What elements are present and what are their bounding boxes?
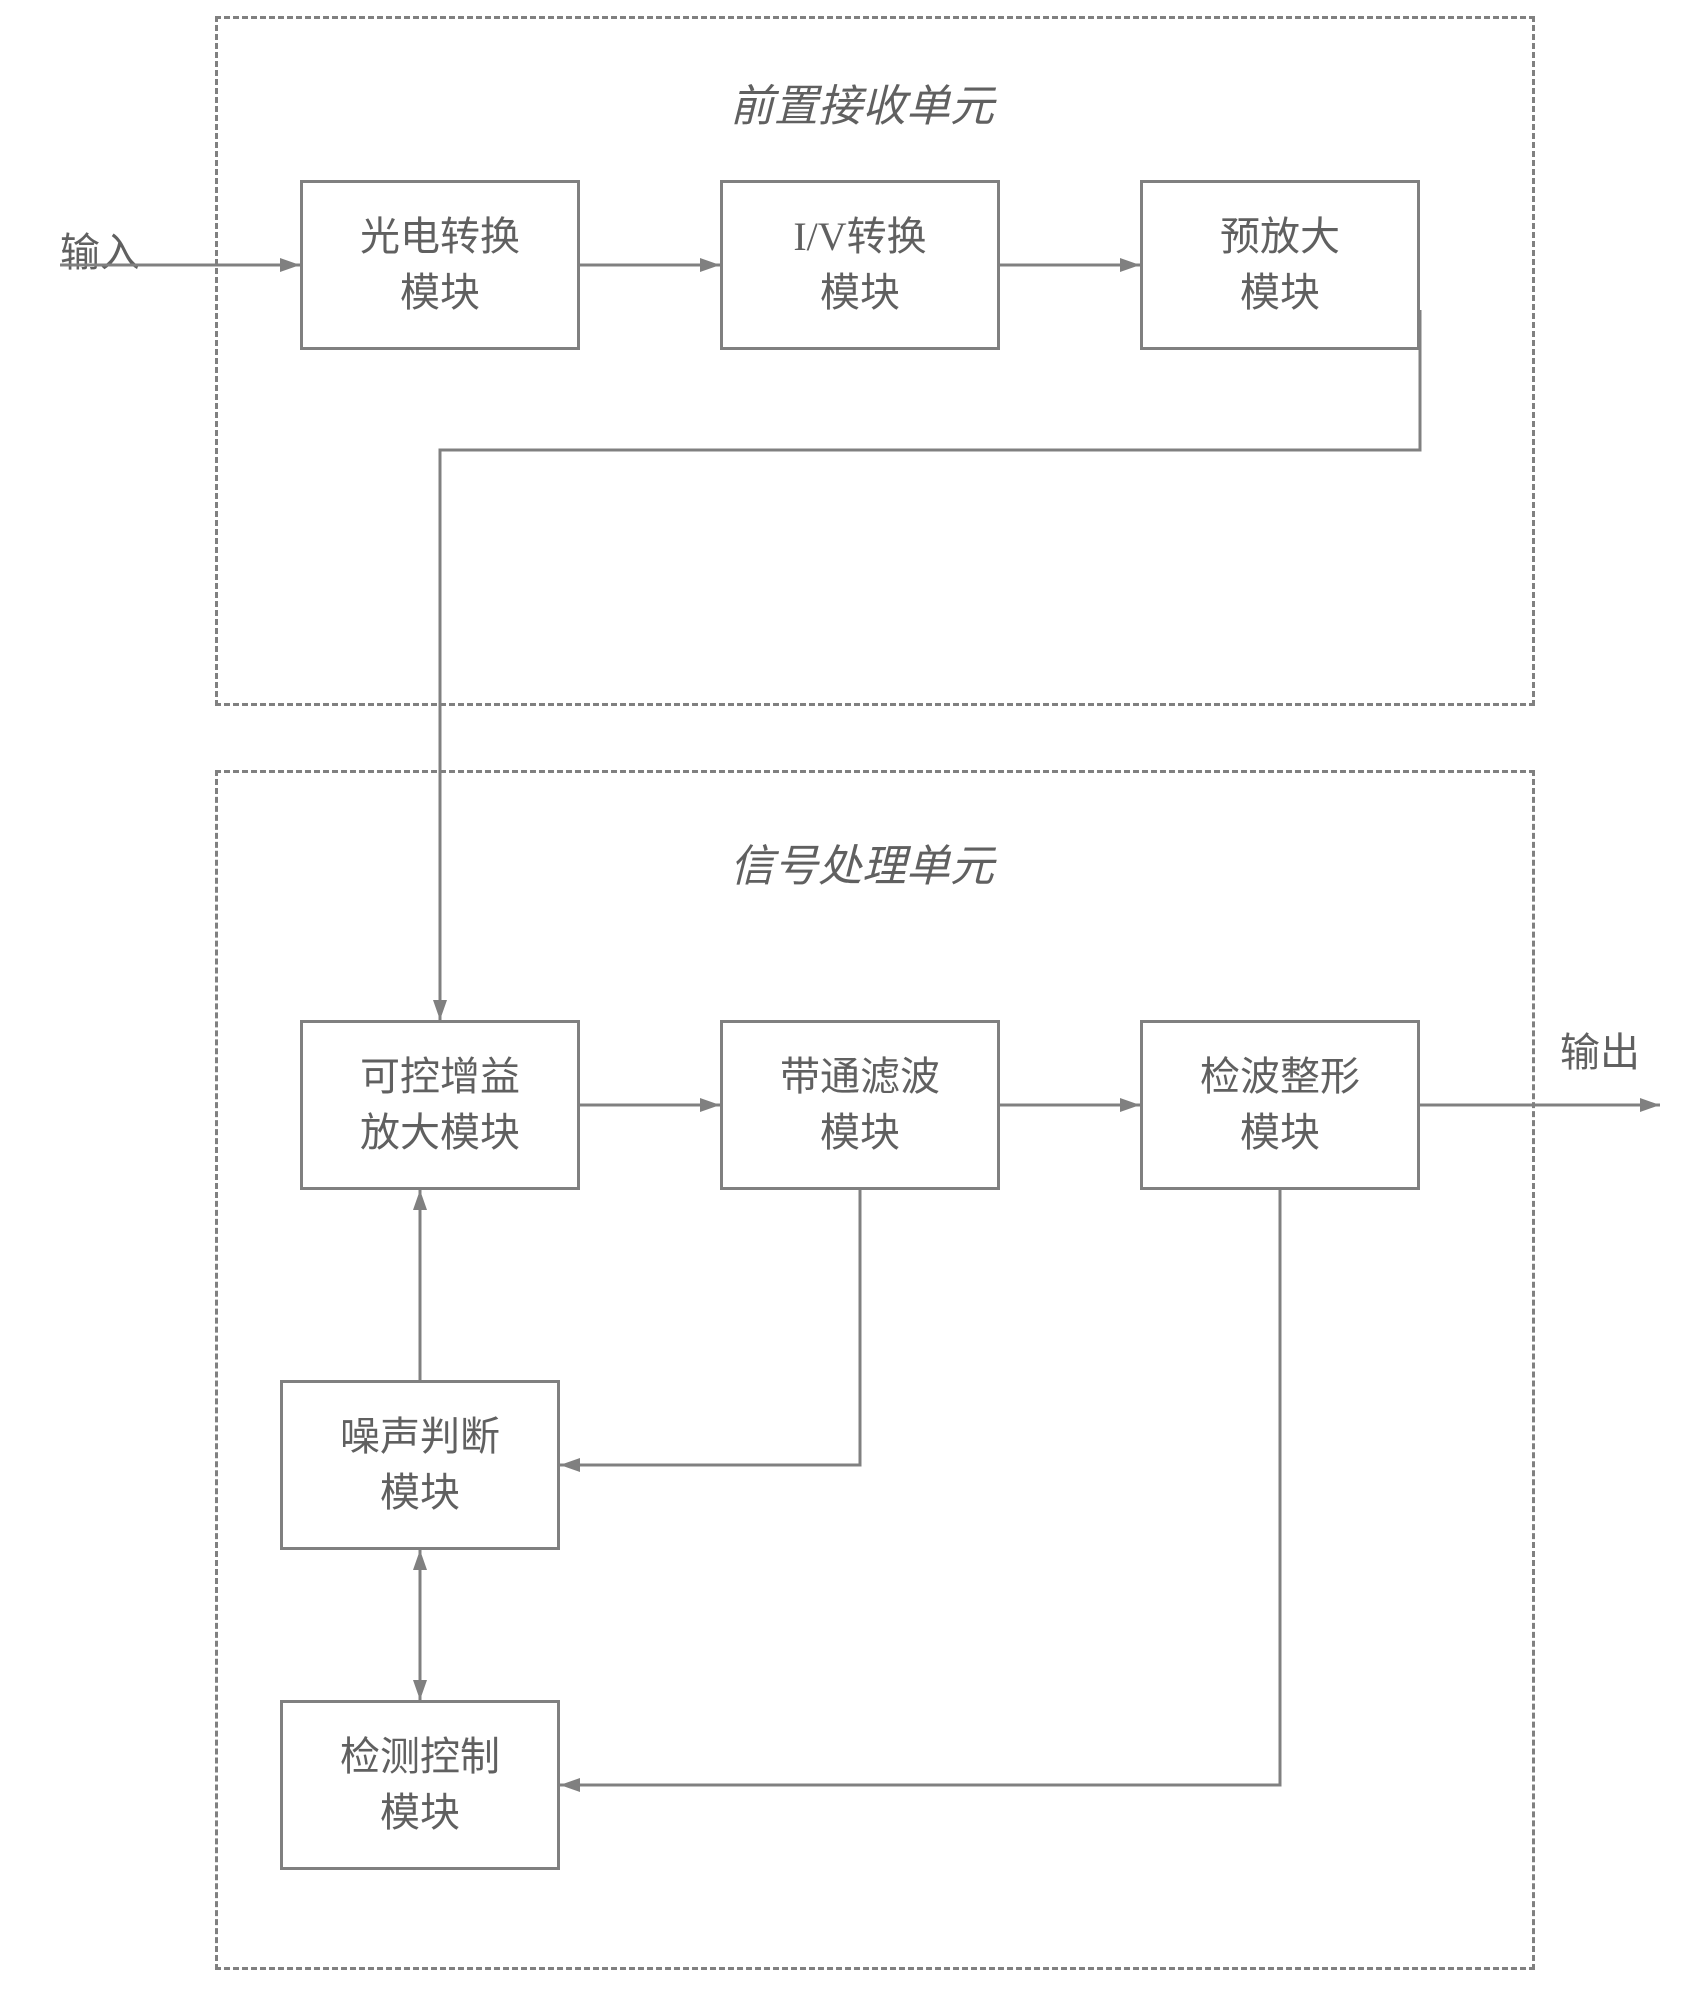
label-input: 输入 (60, 220, 140, 278)
node-bandpass: 带通滤波 模块 (720, 1020, 1000, 1190)
node-preamp: 预放大 模块 (1140, 180, 1420, 350)
node-ctrl: 检测控制 模块 (280, 1700, 560, 1870)
node-noise-label: 噪声判断 模块 (340, 1409, 500, 1521)
node-detect: 检波整形 模块 (1140, 1020, 1420, 1190)
node-iv: I/V转换 模块 (720, 180, 1000, 350)
node-preamp-label: 预放大 模块 (1220, 209, 1340, 321)
diagram-canvas: 前置接收单元 信号处理单元 光电转换 模块 I/V转换 模块 预放大 模块 可控… (0, 0, 1704, 2011)
node-gain-label: 可控增益 放大模块 (360, 1049, 520, 1161)
node-gain: 可控增益 放大模块 (300, 1020, 580, 1190)
section-title-signal: 信号处理单元 (730, 830, 994, 894)
node-opto: 光电转换 模块 (300, 180, 580, 350)
node-noise: 噪声判断 模块 (280, 1380, 560, 1550)
node-iv-label: I/V转换 模块 (793, 209, 926, 321)
section-title-front: 前置接收单元 (730, 70, 994, 134)
node-ctrl-label: 检测控制 模块 (340, 1729, 500, 1841)
node-bandpass-label: 带通滤波 模块 (780, 1049, 940, 1161)
label-output: 输出 (1560, 1020, 1640, 1078)
node-detect-label: 检波整形 模块 (1200, 1049, 1360, 1161)
node-opto-label: 光电转换 模块 (360, 209, 520, 321)
